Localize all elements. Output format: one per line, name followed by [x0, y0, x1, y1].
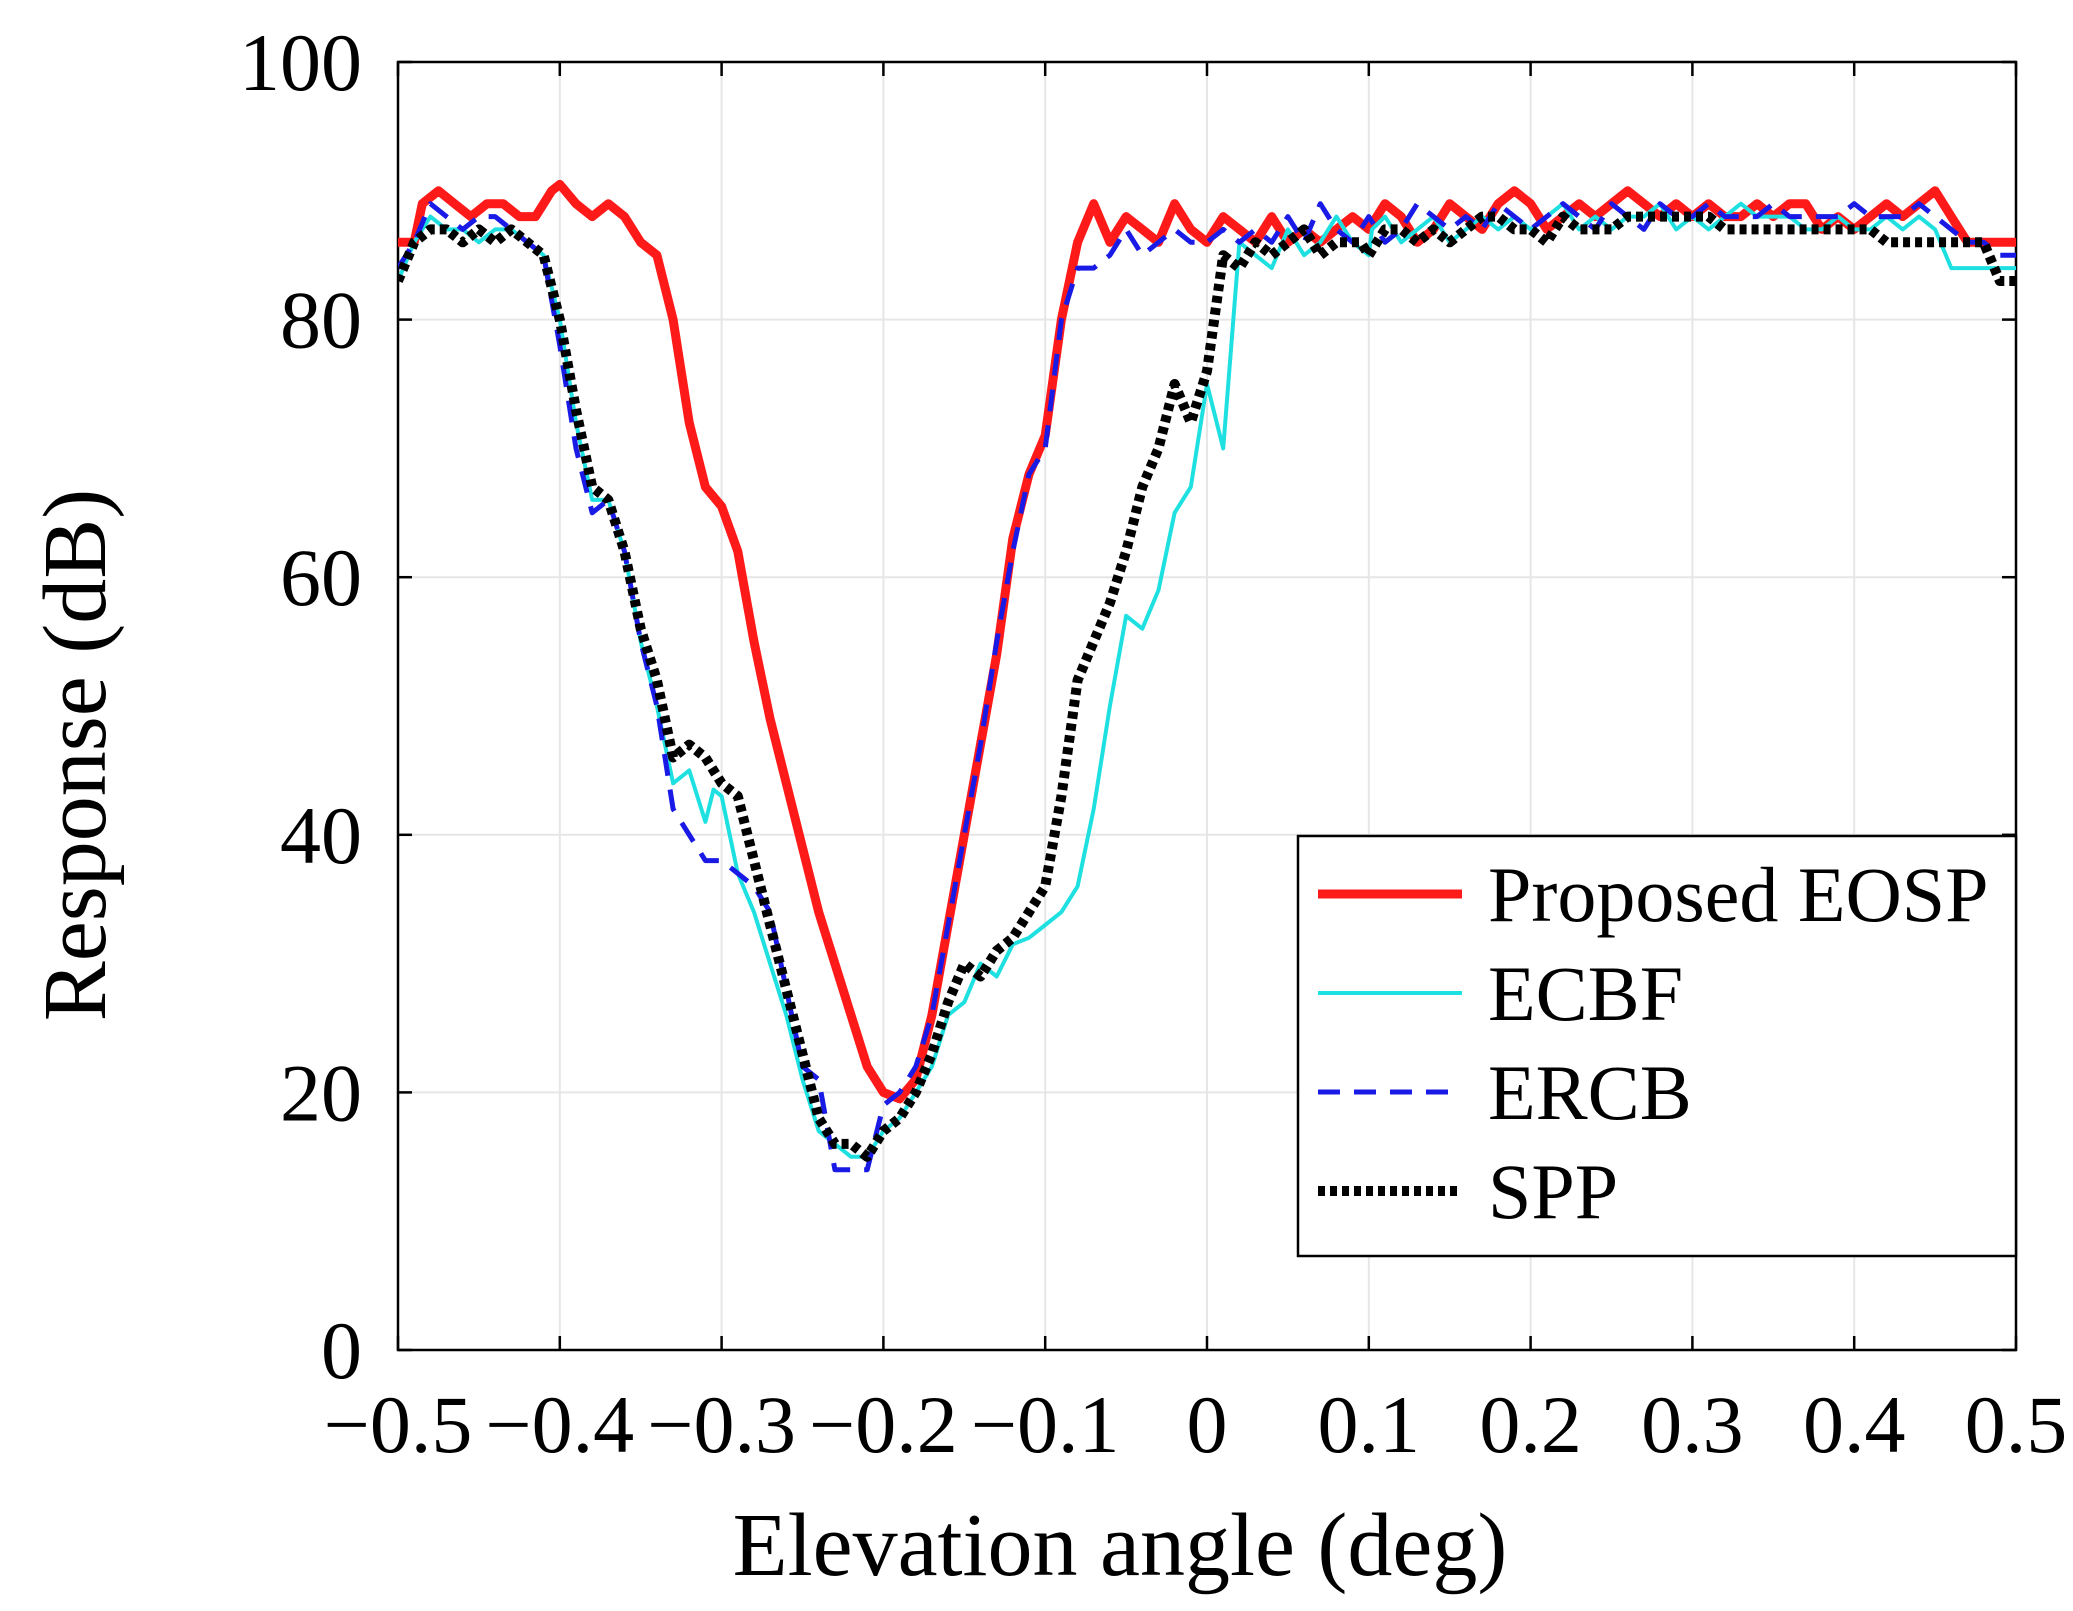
x-tick-label: −0.5 [324, 1379, 473, 1470]
series-layer [398, 179, 2016, 1173]
series-line-spp [398, 211, 2016, 1162]
series-line-proposed-eosp [398, 179, 2016, 1104]
y-axis-title: Response (dB) [26, 489, 125, 1021]
legend-label: ECBF [1488, 950, 1683, 1037]
x-tick-label: 0.5 [1965, 1379, 2068, 1470]
legend-label: SPP [1488, 1148, 1618, 1235]
x-tick-label: 0.4 [1803, 1379, 1906, 1470]
axis-ticks [396, 60, 2018, 1352]
x-tick-label: 0 [1187, 1379, 1228, 1470]
y-tick-label: 0 [321, 1305, 362, 1396]
x-tick-label: 0.3 [1641, 1379, 1744, 1470]
legend-label: Proposed EOSP [1488, 851, 1989, 938]
y-tick-label: 60 [280, 532, 362, 623]
series-line-ecbf [398, 201, 2016, 1159]
y-tick-label: 80 [280, 275, 362, 366]
y-tick-labels: 0 20 40 60 80 100 [239, 17, 362, 1396]
x-tick-label: 0.1 [1318, 1379, 1421, 1470]
x-tick-labels: −0.5 −0.4 −0.3 −0.2 −0.1 0 0.1 0.2 0.3 0.4 0.5 [324, 1379, 2068, 1470]
y-tick-label: 20 [280, 1047, 362, 1138]
x-tick-label: 0.2 [1479, 1379, 1582, 1470]
series-line-ercb [398, 201, 2016, 1173]
x-tick-label: −0.2 [809, 1379, 958, 1470]
legend: Proposed EOSP ECBF ERCB SPP [1296, 834, 2018, 1258]
y-tick-label: 40 [280, 790, 362, 881]
legend-label: ERCB [1488, 1049, 1692, 1136]
x-tick-label: −0.4 [485, 1379, 634, 1470]
x-tick-label: −0.3 [647, 1379, 796, 1470]
x-axis-title: Elevation angle (deg) [733, 1496, 1508, 1595]
x-tick-label: −0.1 [971, 1379, 1120, 1470]
y-tick-label: 100 [239, 17, 362, 108]
